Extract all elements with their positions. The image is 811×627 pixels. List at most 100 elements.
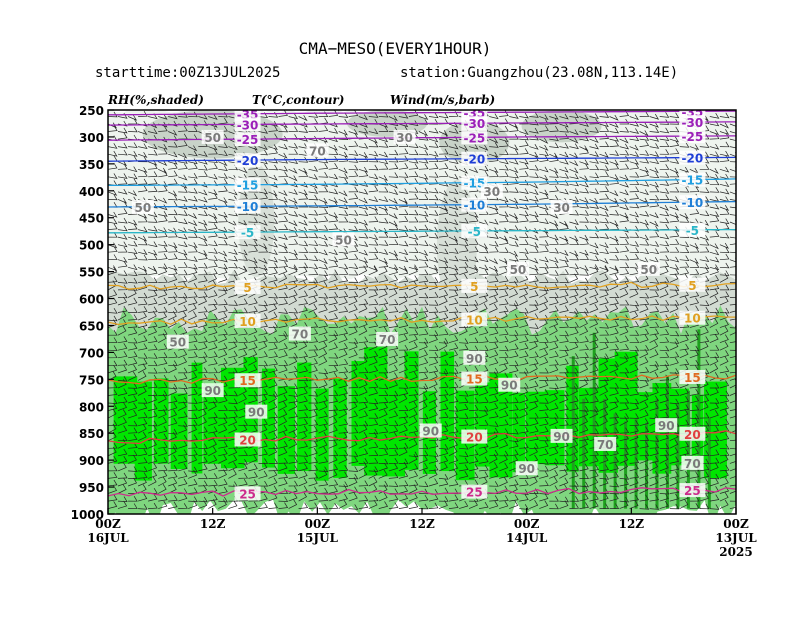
wind-barb [589,500,599,509]
wind-barb [308,328,319,336]
wind-barb [358,325,368,336]
wind-barb [348,193,359,200]
wind-barb [117,163,128,170]
wind-barb [659,360,670,366]
wind-barb [308,404,319,411]
wind-barb [408,171,419,178]
wind-barb [729,335,736,344]
wind-barb [438,462,448,472]
wind-barb [519,494,529,502]
wind-barb [398,155,409,163]
wind-barb [539,389,549,396]
wind-barb [639,299,650,306]
wind-barb [539,426,549,434]
wind-barb [358,367,369,374]
wind-barb [719,492,729,502]
wind-barb [358,143,369,149]
wind-barb [619,189,629,196]
wind-barb [418,299,429,306]
wind-barb [559,158,569,165]
wind-barb [218,305,228,313]
wind-barb [398,216,409,223]
wind-barb [559,223,569,230]
wind-barb [328,110,339,117]
wind-barb [559,336,569,344]
wind-barb [529,216,539,223]
temp-label-bg [461,151,488,166]
wind-barb [479,247,489,254]
wind-barb [128,166,138,173]
wind-barb [378,111,389,118]
wind-barb [569,496,580,502]
wind-barb [479,345,489,351]
wind-barb [729,394,736,404]
wind-barb [288,275,298,283]
rh-contour-label: 90 [248,406,265,420]
wind-barb [268,343,278,351]
wind-barb [489,336,499,344]
wind-barb [589,164,600,171]
wind-barb [388,232,399,238]
wind-barb [158,246,168,253]
wind-barb [539,356,549,366]
wind-barb [709,333,719,344]
wind-barb [308,464,319,472]
wind-barb [368,431,378,442]
rh-saturated-streak [592,332,596,509]
wind-barb [428,478,439,487]
wind-barb [158,240,168,247]
wind-barb [529,330,539,336]
wind-barb [418,135,429,141]
wind-barb [408,264,419,271]
wind-barb [459,300,469,307]
wind-barb [188,220,198,227]
wind-barb [499,471,509,479]
wind-barb [679,448,689,457]
wind-barb [248,390,259,397]
wind-barb [459,471,469,479]
wind-barb [519,420,529,427]
wind-barb [619,479,629,487]
wind-barb [448,494,459,502]
wind-barb [298,262,309,269]
temp-contour-label: -15 [237,179,259,193]
wind-barb [328,333,338,344]
wind-barb [398,424,408,434]
wind-barb [709,398,720,404]
wind-barb [228,262,238,269]
wind-barb [147,424,158,434]
wind-barb [137,167,148,173]
wind-barb [489,129,499,135]
wind-barb [158,470,168,479]
wind-barb [348,326,358,336]
wind-barb [519,118,529,125]
wind-barb [208,446,217,457]
wind-barb [338,269,349,276]
wind-barb [368,150,379,157]
wind-barb [669,503,680,510]
wind-barb [388,220,398,227]
wind-barb [579,397,589,404]
wind-barb [128,466,138,472]
wind-barb [679,343,690,351]
wind-barb [117,417,127,427]
wind-barb [318,270,329,276]
wind-barb [308,263,319,270]
wind-barb [669,264,680,270]
wind-barb [388,449,399,457]
wind-barb [198,235,208,242]
rh-label-bg [637,261,660,276]
wind-barb [208,373,218,381]
wind-barb [268,391,279,397]
wind-barb [328,249,339,256]
wind-barb [298,213,308,220]
wind-barb [178,249,188,256]
wind-barb [378,480,389,487]
wind-barb [188,311,197,321]
wind-barb [519,367,529,374]
wind-barb [378,484,388,494]
wind-barb [108,479,118,487]
wind-barb [679,408,689,419]
wind-barb [659,299,670,306]
wind-barb [408,239,419,246]
